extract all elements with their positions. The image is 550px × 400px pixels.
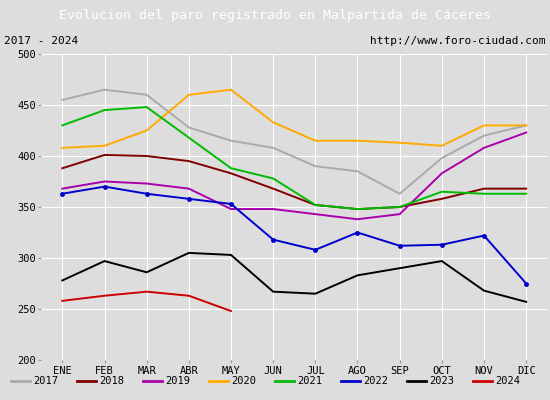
Text: 2022: 2022 [363,376,388,386]
Text: 2023: 2023 [429,376,454,386]
Text: 2020: 2020 [231,376,256,386]
Text: 2021: 2021 [297,376,322,386]
Text: 2019: 2019 [165,376,190,386]
Text: 2018: 2018 [99,376,124,386]
Text: 2017: 2017 [33,376,58,386]
Text: http://www.foro-ciudad.com: http://www.foro-ciudad.com [370,36,546,46]
Text: Evolucion del paro registrado en Malpartida de Cáceres: Evolucion del paro registrado en Malpart… [59,8,491,22]
Text: 2017 - 2024: 2017 - 2024 [4,36,79,46]
Text: 2024: 2024 [495,376,520,386]
